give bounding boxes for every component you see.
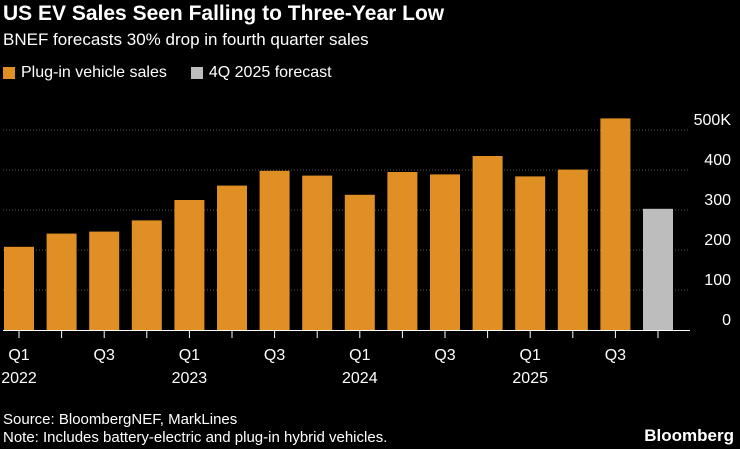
legend-item-plug-in-sales: Plug-in vehicle sales	[3, 64, 167, 82]
y-tick-label-300: 300	[704, 192, 731, 209]
legend: Plug-in vehicle sales 4Q 2025 forecast	[3, 64, 356, 82]
bar-1q-2024	[344, 194, 375, 330]
x-tick-label-6: Q3	[264, 347, 285, 364]
bar-2q-2024	[387, 172, 418, 330]
x-tick-label-4: Q1	[179, 347, 200, 364]
chart-title: US EV Sales Seen Falling to Three-Year L…	[3, 2, 445, 25]
bar-4q-2022	[131, 220, 162, 330]
legend-label-plug-in-sales: Plug-in vehicle sales	[21, 64, 167, 81]
bar-2q-2023	[217, 185, 247, 330]
x-year-label-2025: 2025	[512, 370, 548, 387]
x-tick-label-0: Q1	[8, 347, 29, 364]
x-tick-label-10: Q3	[434, 347, 455, 364]
x-year-label-2024: 2024	[342, 370, 378, 387]
y-tick-label-100: 100	[704, 272, 731, 289]
bar-3q-2024	[430, 174, 460, 330]
legend-label-forecast: 4Q 2025 forecast	[208, 64, 332, 81]
bar-2q-2025	[557, 169, 588, 330]
note-text: Note: Includes battery-electric and plug…	[3, 429, 388, 446]
bar-3q-2022	[89, 231, 120, 330]
x-tick-label-14: Q3	[605, 347, 626, 364]
bar-4q-2024	[472, 156, 503, 330]
bar-1q-2025	[515, 176, 546, 330]
y-tick-label-200: 200	[704, 232, 731, 249]
y-tick-label-0: 0	[722, 312, 731, 329]
chart-subtitle: BNEF forecasts 30% drop in fourth quarte…	[3, 30, 369, 49]
bloomberg-logo: Bloomberg	[644, 426, 734, 445]
legend-swatch-gray	[190, 67, 203, 79]
legend-swatch-orange	[3, 67, 15, 79]
y-tick-label-400: 400	[704, 152, 731, 169]
source-text: Source: BloombergNEF, MarkLines	[3, 411, 238, 428]
x-tick-label-2: Q3	[94, 347, 115, 364]
bar-3q-2025	[600, 118, 631, 331]
y-tick-label-500: 500K	[694, 112, 732, 129]
x-year-label-2023: 2023	[172, 370, 208, 387]
bar-2q-2022	[46, 233, 77, 330]
bar-1q-2023	[174, 200, 205, 330]
x-tick-label-12: Q1	[520, 347, 541, 364]
bar-4q-2025	[643, 208, 673, 330]
x-tick-label-8: Q1	[349, 347, 370, 364]
bar-1q-2022	[4, 246, 34, 330]
x-year-label-2022: 2022	[1, 370, 37, 387]
bar-3q-2023	[259, 170, 290, 330]
bar-4q-2023	[302, 175, 333, 330]
legend-item-forecast: 4Q 2025 forecast	[190, 64, 332, 82]
